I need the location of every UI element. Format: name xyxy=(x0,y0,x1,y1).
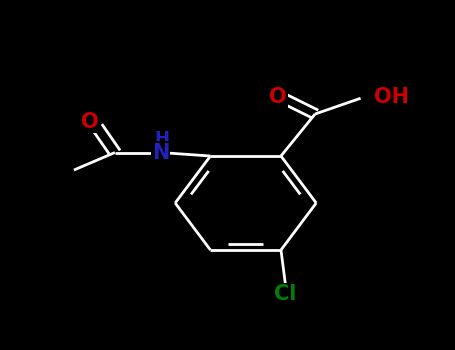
Text: N: N xyxy=(152,142,169,162)
Text: O: O xyxy=(81,112,99,132)
Text: Cl: Cl xyxy=(274,284,297,304)
Text: OH: OH xyxy=(374,86,409,106)
Text: H: H xyxy=(154,130,169,148)
Text: O: O xyxy=(269,86,287,106)
